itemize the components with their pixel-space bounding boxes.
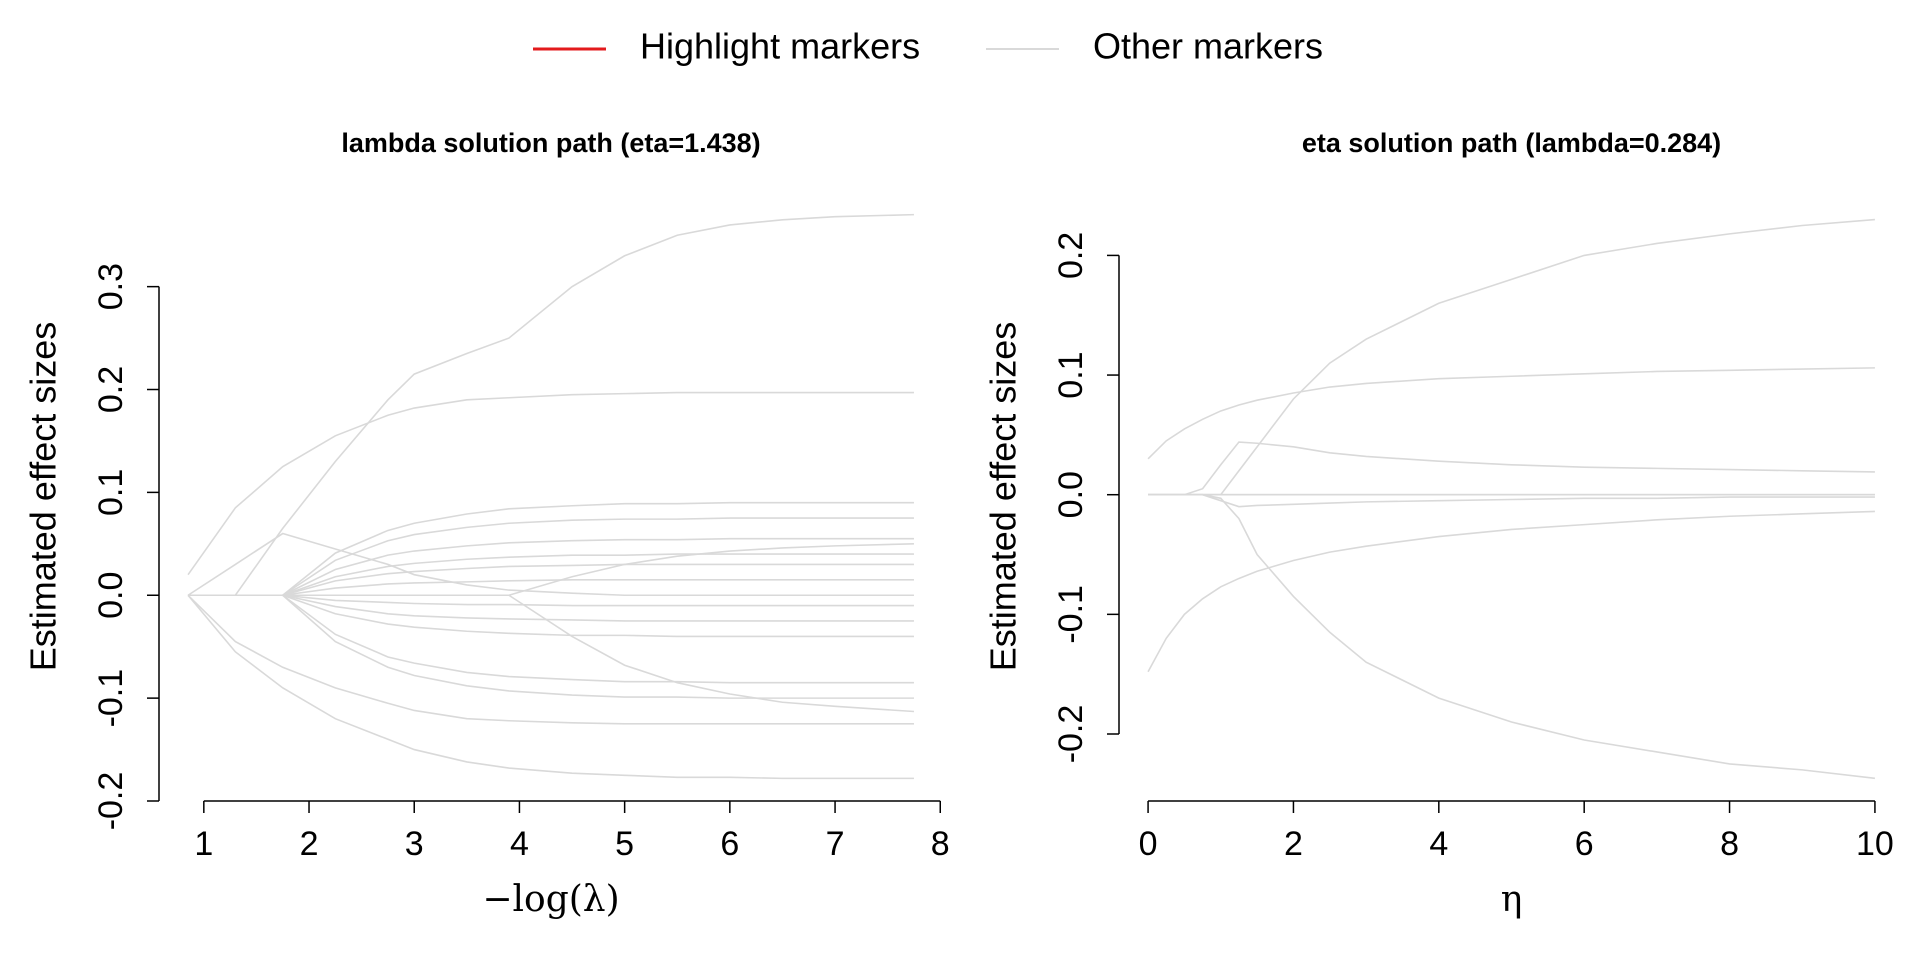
series-line: [1147, 510, 1875, 673]
series-line: [1148, 493, 1875, 508]
y-axis-label: Estimated effect sizes: [23, 322, 64, 672]
x-axis-label: η: [1501, 879, 1523, 920]
legend-label: Other markers: [1093, 26, 1323, 67]
series-line: [187, 594, 914, 780]
series-line: [188, 594, 914, 622]
series-line: [187, 594, 914, 725]
y-tick-label: 0.0: [1052, 471, 1090, 518]
x-tick-label: 3: [405, 825, 424, 863]
series-line: [188, 594, 914, 607]
x-tick-label: 5: [615, 825, 634, 863]
series-line: [188, 563, 914, 597]
series-line: [1148, 218, 1875, 496]
y-tick-label: -0.1: [92, 669, 130, 728]
x-tick-label: 4: [1429, 825, 1448, 863]
x-tick-label: 0: [1139, 825, 1158, 863]
x-tick-label: 2: [300, 825, 319, 863]
chart-title: eta solution path (lambda=0.284): [1302, 128, 1721, 158]
x-tick-label: 1: [194, 825, 213, 863]
x-tick-label: 4: [510, 825, 529, 863]
x-tick-label: 10: [1856, 825, 1894, 863]
series-line: [188, 553, 914, 597]
y-tick-label: 0.1: [92, 469, 130, 516]
series-line: [188, 213, 914, 597]
x-tick-label: 6: [720, 825, 739, 863]
series-line: [188, 594, 914, 684]
x-tick-label: 7: [826, 825, 845, 863]
legend-label: Highlight markers: [640, 26, 920, 67]
series-line: [188, 594, 914, 699]
x-tick-label: 6: [1575, 825, 1594, 863]
x-tick-label: 8: [931, 825, 950, 863]
y-tick-label: -0.2: [92, 772, 130, 831]
series-line: [188, 579, 914, 597]
series-line: [187, 391, 914, 576]
y-tick-label: 0.2: [92, 366, 130, 413]
x-tick-label: 8: [1720, 825, 1739, 863]
y-tick-label: 0.3: [92, 263, 130, 310]
series-line: [188, 594, 914, 638]
series-line: [188, 517, 914, 597]
series-line: [188, 537, 914, 597]
series-line: [1147, 367, 1875, 460]
y-tick-label: 0.2: [1052, 232, 1090, 279]
y-tick-label: 0.1: [1052, 351, 1090, 398]
x-axis-label: −log(λ): [482, 879, 619, 920]
x-tick-label: 2: [1284, 825, 1303, 863]
chart-title: lambda solution path (eta=1.438): [341, 128, 760, 158]
y-tick-label: 0.0: [92, 572, 130, 619]
series-line: [1148, 441, 1875, 496]
series-line: [188, 543, 914, 597]
y-tick-label: -0.1: [1052, 585, 1090, 644]
y-tick-label: -0.2: [1052, 705, 1090, 764]
series-line: [188, 501, 914, 597]
y-axis-label: Estimated effect sizes: [983, 322, 1024, 672]
series-line: [1148, 493, 1876, 780]
series-line: [187, 532, 914, 597]
